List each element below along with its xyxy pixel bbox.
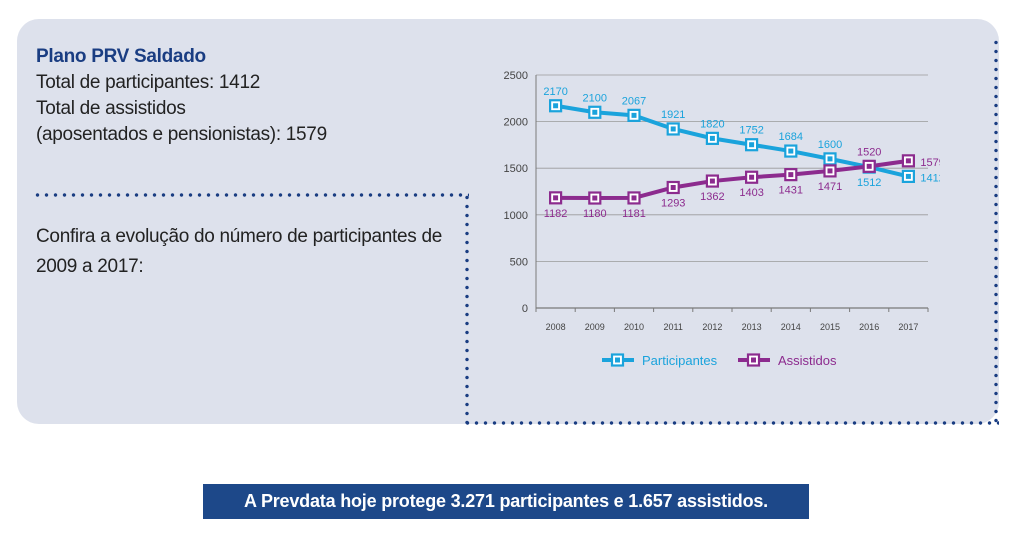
data-label: 1293	[661, 197, 685, 209]
data-point-core	[905, 158, 911, 164]
data-label: 1182	[544, 208, 568, 220]
y-tick-label: 1500	[504, 163, 528, 175]
data-label: 1520	[857, 146, 881, 158]
data-label: 1412	[920, 172, 940, 184]
data-label: 1431	[779, 185, 803, 197]
chart-intro: Confira a evolução do número de particip…	[36, 226, 442, 277]
data-point-core	[709, 135, 715, 141]
data-point-core	[670, 126, 676, 132]
data-point-core	[827, 168, 833, 174]
data-point-core	[749, 142, 755, 148]
dotted-divider-horizontal	[33, 193, 469, 197]
data-point-core	[788, 148, 794, 154]
x-tick-label: 2012	[702, 322, 722, 332]
y-tick-label: 0	[522, 303, 528, 315]
data-label: 1600	[818, 139, 842, 151]
x-tick-label: 2017	[898, 322, 918, 332]
data-label: 1752	[739, 125, 763, 137]
data-point-core	[709, 178, 715, 184]
data-point-core	[592, 195, 598, 201]
data-point-core	[553, 103, 559, 109]
data-label: 1921	[661, 109, 685, 121]
total-assistidos: Total de assistidos	[36, 98, 186, 119]
info-card	[17, 19, 999, 424]
total-assistidos-detail: (aposentados e pensionistas): 1579	[36, 124, 327, 145]
y-tick-label: 2500	[504, 70, 528, 82]
data-point-core	[670, 184, 676, 190]
data-label: 1579	[920, 157, 940, 169]
plan-summary: Plano PRV Saldado Total de participantes…	[36, 44, 327, 148]
y-tick-label: 2000	[504, 117, 528, 129]
series-line-assistidos	[555, 158, 909, 201]
data-label: 1820	[700, 118, 724, 130]
x-tick-label: 2009	[585, 322, 605, 332]
x-tick-label: 2015	[820, 322, 840, 332]
dotted-border-bottom	[463, 421, 999, 425]
legend-marker-core	[751, 357, 756, 363]
total-participantes: Total de participantes: 1412	[36, 72, 260, 93]
data-point-core	[866, 163, 872, 169]
data-label: 1403	[739, 187, 763, 199]
legend-label-assistidos: Assistidos	[778, 353, 837, 368]
x-tick-label: 2008	[546, 322, 566, 332]
x-tick-label: 2014	[781, 322, 801, 332]
x-tick-label: 2016	[859, 322, 879, 332]
data-point-core	[553, 195, 559, 201]
x-tick-label: 2011	[664, 322, 683, 332]
summary-banner: A Prevdata hoje protege 3.271 participan…	[203, 484, 809, 519]
y-tick-label: 500	[510, 256, 528, 268]
legend-marker-core	[615, 357, 620, 363]
data-point-core	[788, 172, 794, 178]
legend-label-participantes: Participantes	[642, 353, 718, 368]
data-label: 1181	[622, 208, 646, 220]
data-label: 2067	[622, 95, 646, 107]
data-label: 1180	[583, 208, 607, 220]
data-point-core	[631, 112, 637, 118]
data-label: 1512	[857, 177, 881, 189]
series-line-participantes	[555, 103, 909, 179]
data-label: 1471	[818, 181, 842, 193]
line-chart: 0 500 1000 1500 2000 2500 2008 2009 2010 2011 2012…	[504, 70, 940, 368]
data-point-core	[749, 174, 755, 180]
dotted-divider-vertical	[465, 193, 469, 425]
data-point-core	[631, 195, 637, 201]
x-tick-label: 2010	[624, 322, 644, 332]
data-point-core	[827, 156, 833, 162]
plan-title: Plano PRV Saldado	[36, 46, 206, 67]
y-tick-label: 1000	[504, 210, 528, 222]
data-point-core	[592, 109, 598, 115]
data-label: 2170	[543, 86, 567, 98]
data-point-core	[905, 173, 911, 179]
dotted-border-right	[994, 38, 998, 424]
data-label: 1362	[700, 191, 724, 203]
data-label: 1684	[779, 131, 803, 143]
data-label: 2100	[583, 92, 607, 104]
x-tick-label: 2013	[742, 322, 762, 332]
